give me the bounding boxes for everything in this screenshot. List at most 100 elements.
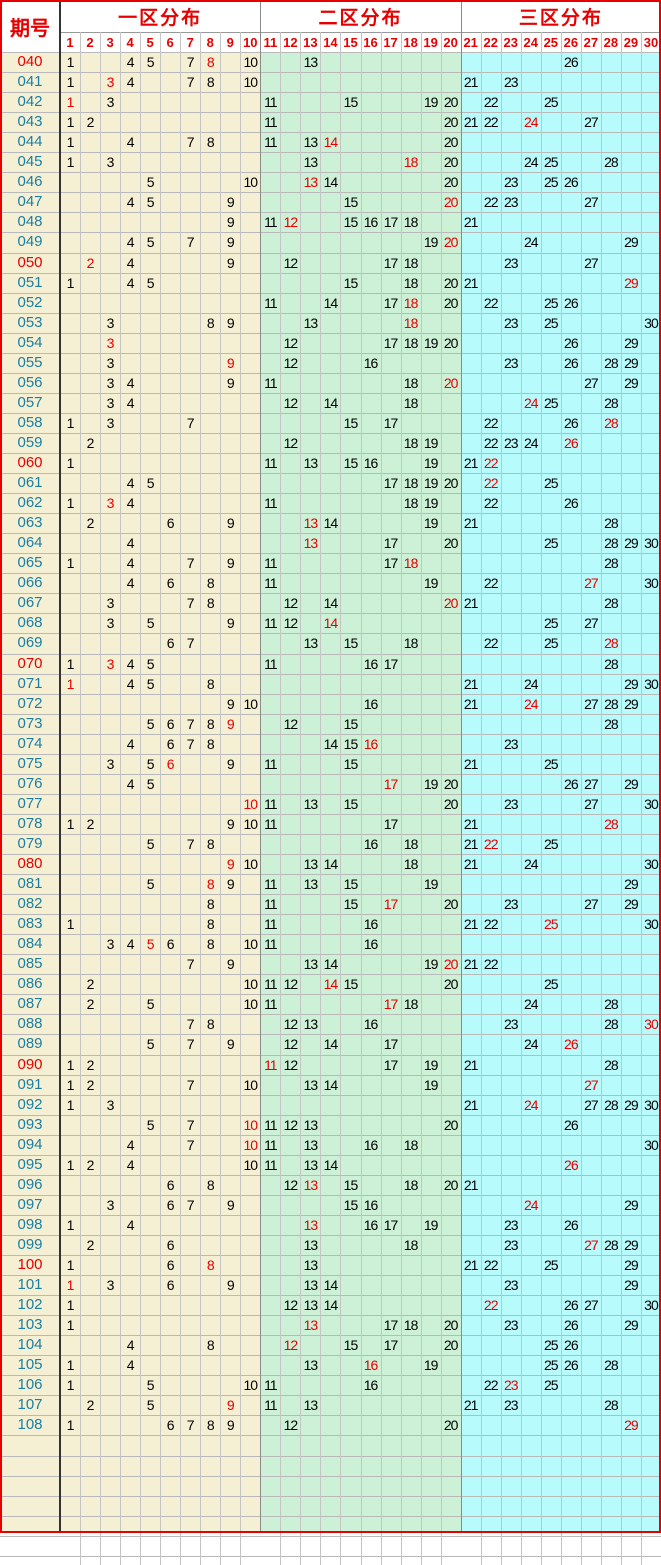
number-cell: 24	[523, 1096, 539, 1113]
number-cell: 6	[166, 735, 175, 752]
number-cell: 19	[423, 495, 439, 512]
number-cell: 23	[503, 1397, 519, 1414]
number-cell: 20	[443, 274, 459, 291]
number-cell: 16	[363, 735, 379, 752]
number-cell: 15	[343, 976, 359, 993]
number-cell: 4	[126, 274, 135, 291]
grid-hline	[0, 332, 661, 334]
number-cell: 19	[423, 956, 439, 973]
grid-hline	[0, 392, 661, 394]
number-cell: 15	[343, 755, 359, 772]
number-cell: 19	[423, 575, 439, 592]
number-cell: 28	[604, 354, 619, 371]
period-label: 059	[17, 433, 43, 451]
number-cell: 5	[146, 1036, 155, 1053]
number-cell: 19	[423, 1076, 439, 1093]
number-cell: 10	[243, 74, 259, 91]
number-cell: 29	[624, 695, 639, 712]
number-cell: 18	[403, 314, 419, 331]
number-cell: 12	[283, 1116, 299, 1133]
number-cell: 25	[544, 615, 559, 632]
number-cell: 1	[66, 94, 75, 111]
period-label: 089	[17, 1035, 43, 1053]
number-cell: 27	[584, 615, 599, 632]
number-cell: 21	[463, 1056, 479, 1073]
number-cell: 5	[146, 1397, 155, 1414]
column-number: 25	[543, 35, 559, 50]
number-cell: 21	[463, 916, 479, 933]
number-cell: 29	[624, 675, 639, 692]
period-label: 100	[17, 1256, 43, 1273]
number-cell: 18	[403, 294, 419, 311]
period-label: 078	[17, 814, 43, 832]
number-cell: 20	[443, 374, 459, 391]
grid-hline	[0, 1295, 661, 1297]
number-cell: 10	[243, 976, 259, 993]
number-cell: 11	[264, 655, 278, 672]
number-cell: 30	[644, 1016, 659, 1033]
number-cell: 7	[186, 1036, 195, 1053]
number-cell: 18	[403, 154, 419, 171]
number-cell: 2	[86, 1076, 95, 1093]
period-label: 080	[17, 855, 43, 872]
number-cell: 29	[624, 876, 639, 893]
number-cell: 11	[264, 114, 278, 131]
number-cell: 29	[624, 1196, 639, 1213]
number-cell: 4	[126, 234, 135, 251]
number-cell: 11	[264, 455, 278, 471]
number-cell: 1	[66, 455, 75, 471]
period-label: 054	[17, 333, 43, 351]
number-cell: 24	[523, 154, 539, 171]
number-cell: 15	[343, 1196, 359, 1213]
grid-hline	[0, 914, 661, 916]
column-number: 24	[523, 35, 539, 50]
number-cell: 27	[584, 775, 599, 792]
grid-hline	[0, 172, 661, 174]
number-cell: 25	[544, 1377, 559, 1394]
number-cell: 20	[443, 194, 459, 211]
number-cell: 3	[106, 154, 115, 171]
number-cell: 12	[283, 434, 299, 451]
number-cell: 20	[443, 134, 459, 151]
period-label: 045	[17, 153, 43, 171]
number-cell: 25	[544, 394, 559, 411]
number-cell: 9	[226, 856, 235, 872]
number-cell: 20	[443, 334, 459, 351]
number-cell: 8	[206, 1016, 215, 1033]
number-cell: 17	[383, 254, 399, 271]
number-cell: 8	[206, 54, 215, 70]
number-cell: 12	[283, 1297, 299, 1314]
period-label: 068	[17, 614, 43, 632]
grid-vline	[180, 32, 182, 1565]
number-cell: 22	[483, 294, 499, 311]
number-cell: 3	[106, 595, 115, 612]
column-number: 12	[283, 35, 298, 50]
number-cell: 5	[146, 655, 155, 672]
period-label: 043	[17, 113, 43, 131]
number-cell: 9	[226, 194, 235, 211]
number-cell: 28	[604, 1056, 619, 1073]
grid-vline	[560, 32, 562, 1565]
number-cell: 21	[463, 1257, 479, 1273]
grid-hline	[0, 1214, 661, 1216]
grid-hline	[0, 713, 661, 715]
number-cell: 21	[463, 114, 479, 131]
number-cell: 10	[243, 1377, 259, 1394]
column-number: 30	[643, 35, 659, 50]
period-label: 047	[17, 193, 43, 211]
grid-vline	[460, 0, 462, 1533]
number-cell: 16	[363, 1196, 379, 1213]
number-cell: 1	[66, 1317, 75, 1334]
period-label: 071	[17, 674, 43, 692]
zone-header-1: 一区分布	[118, 7, 203, 29]
number-cell: 1	[66, 1216, 75, 1233]
grid-hline	[0, 874, 661, 876]
number-cell: 9	[226, 815, 235, 832]
number-cell: 20	[443, 1337, 459, 1354]
number-cell: 24	[523, 434, 539, 451]
number-cell: 28	[604, 695, 619, 712]
grid-hline	[0, 272, 661, 274]
number-cell: 25	[544, 1337, 559, 1354]
number-cell: 18	[403, 1236, 419, 1253]
grid-hline	[0, 312, 661, 314]
